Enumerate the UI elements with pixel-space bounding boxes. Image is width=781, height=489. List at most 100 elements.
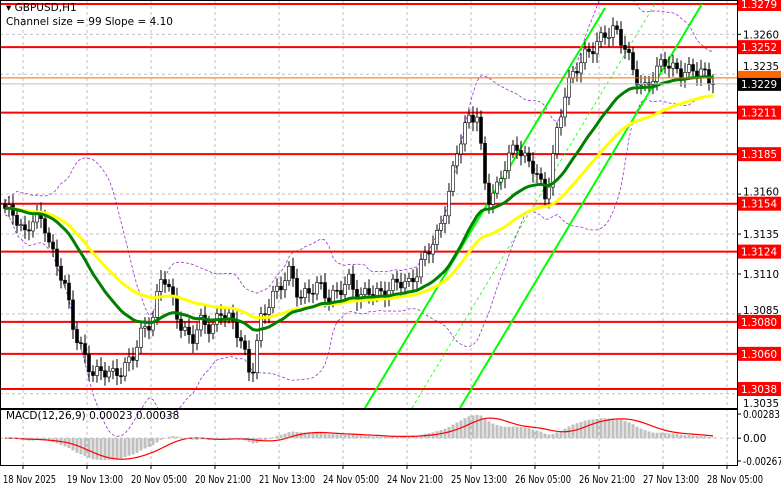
macd-histogram-bar xyxy=(171,436,175,439)
macd-histogram-bar xyxy=(683,435,687,439)
candle-bear xyxy=(587,48,591,52)
level-tag xyxy=(738,0,781,11)
candle-bull xyxy=(463,122,467,145)
x-tick-label: 24 Nov 21:00 xyxy=(387,474,443,486)
level-tag-label: 1.3080 xyxy=(741,317,777,329)
candle-bull xyxy=(459,143,463,155)
candle-bull xyxy=(639,84,643,86)
candle-bull xyxy=(127,356,131,363)
macd-histogram-bar xyxy=(591,419,595,439)
candle-bull xyxy=(143,326,147,329)
candle-bear xyxy=(231,312,235,322)
symbol-header[interactable]: ▾ GBPUSD,H1 xyxy=(6,2,77,14)
candle-bear xyxy=(379,288,383,292)
macd-histogram-bar xyxy=(447,427,451,439)
macd-histogram-bar xyxy=(351,434,355,439)
macd-histogram-bar xyxy=(195,438,199,440)
candle-bear xyxy=(471,114,475,123)
candle-bear xyxy=(279,285,283,291)
candle-bull xyxy=(343,284,347,295)
symbol-label: GBPUSD,H1 xyxy=(14,2,77,14)
candle-bull xyxy=(439,223,443,231)
x-tick-label: 25 Nov 13:00 xyxy=(451,474,507,486)
macd-histogram-bar xyxy=(147,438,151,448)
macd-histogram-bar xyxy=(127,438,131,456)
macd-histogram-bar xyxy=(191,438,195,440)
main-chart-frame xyxy=(0,0,738,409)
candle-bear xyxy=(619,29,623,46)
macd-histogram-bar xyxy=(403,436,407,439)
y-tick-label: 1.3260 xyxy=(743,29,779,41)
candle-bull xyxy=(403,281,407,289)
candle-bull xyxy=(671,62,675,69)
candle-bear xyxy=(367,288,371,295)
candle-bull xyxy=(303,288,307,298)
candle-bull xyxy=(31,221,35,232)
candle-bull xyxy=(503,170,507,179)
macd-histogram-bar xyxy=(303,432,307,439)
candle-bull xyxy=(419,259,423,278)
level-tag xyxy=(738,346,781,361)
candle-bull xyxy=(195,329,199,344)
candle-bull xyxy=(183,326,187,331)
macd-histogram-bar xyxy=(479,415,483,439)
candle-bear xyxy=(543,178,547,200)
envelope-lower-line xyxy=(4,95,714,437)
x-tick-label: 21 Nov 13:00 xyxy=(259,474,315,486)
macd-histogram-bar xyxy=(711,437,715,439)
candle-bull xyxy=(655,65,659,82)
candle-bear xyxy=(63,279,67,284)
candle-bear xyxy=(635,69,639,86)
candle-bear xyxy=(339,290,343,295)
macd-y-tick-label: 0.00283 xyxy=(743,409,780,421)
y-tick-label: 1.3085 xyxy=(743,305,779,317)
macd-histogram-bar xyxy=(679,434,683,439)
candle-bear xyxy=(23,224,27,231)
candle-bull xyxy=(255,340,259,374)
macd-histogram-bar xyxy=(167,436,171,439)
level-tag xyxy=(738,147,781,162)
macd-histogram-bar xyxy=(579,421,583,439)
candle-bull xyxy=(607,37,611,39)
macd-histogram-bar xyxy=(175,436,179,439)
candle-bull xyxy=(375,288,379,297)
macd-histogram-bar xyxy=(91,438,95,460)
macd-signal-line xyxy=(4,417,714,460)
candle-bear xyxy=(299,296,303,299)
x-tick-label: 19 Nov 13:00 xyxy=(67,474,123,486)
macd-histogram-bar xyxy=(703,436,707,439)
macd-histogram-bar xyxy=(487,421,491,439)
dropdown-triangle-icon[interactable]: ▾ xyxy=(6,2,12,14)
candle-bull xyxy=(95,366,99,376)
macd-histogram-bar xyxy=(371,436,375,439)
macd-histogram-bar xyxy=(123,438,127,458)
candle-bear xyxy=(603,32,607,38)
candle-bull xyxy=(491,192,495,205)
macd-histogram-bar xyxy=(219,438,223,439)
macd-histogram-bar xyxy=(331,434,335,439)
candle-bear xyxy=(55,248,59,267)
macd-histogram-bar xyxy=(643,430,647,439)
macd-histogram-bar xyxy=(115,438,119,459)
candle-bear xyxy=(27,229,31,232)
candle-bear xyxy=(163,279,167,285)
macd-histogram-bar xyxy=(627,422,631,439)
candle-bear xyxy=(103,370,107,378)
candle-bear xyxy=(207,324,211,334)
candle-bull xyxy=(687,64,691,73)
candle-bull xyxy=(315,282,319,295)
macd-histogram-bar xyxy=(343,434,347,439)
macd-histogram-bar xyxy=(467,416,471,439)
candle-bear xyxy=(71,299,75,330)
candle-bull xyxy=(559,116,563,128)
y-tick-label: 1.3110 xyxy=(743,269,779,281)
ask-tag xyxy=(738,70,781,78)
fast-ma-line xyxy=(4,75,714,332)
candle-bull xyxy=(391,278,395,291)
candle-bull xyxy=(435,230,439,245)
macd-histogram-bar xyxy=(615,418,619,439)
indicator-label: Channel size = 99 Slope = 4.10 xyxy=(6,16,173,28)
candle-bull xyxy=(283,280,287,291)
candle-bull xyxy=(475,116,479,123)
macd-histogram-bar xyxy=(415,435,419,439)
